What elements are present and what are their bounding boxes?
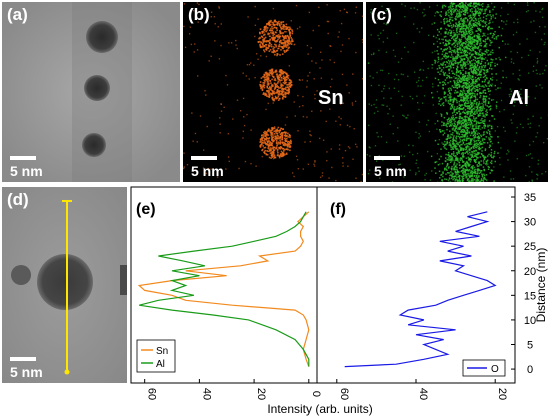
legend-label: Al [156, 359, 165, 370]
x-tick-label: 20 [496, 388, 508, 400]
x-tick-label: 0 [310, 391, 322, 397]
x-tick-label: 40 [417, 388, 429, 400]
scale-bar-label: 5 nm [10, 163, 43, 179]
y-tick-label: 15 [524, 290, 536, 302]
scale-bar [374, 156, 400, 160]
panel-label-c: (c) [371, 5, 392, 24]
panel-label-d: (d) [7, 190, 29, 209]
panel-d-tem-linescan: (d) 5 nm [2, 187, 127, 383]
scale-bar [10, 357, 36, 361]
panel-label-f: (f) [330, 201, 346, 218]
y-tick-label: 35 [524, 192, 536, 204]
tem-image-a [2, 2, 180, 182]
y-tick-label: 0 [527, 364, 533, 376]
scale-bar [10, 156, 36, 160]
panel-label-a: (a) [7, 5, 28, 24]
nanoparticle [86, 21, 118, 53]
panel-c-al-map: (c) Al 5 nm [366, 2, 548, 182]
series-line-sn [137, 211, 310, 367]
nanoparticle [84, 75, 110, 101]
series-line-al [139, 211, 310, 367]
panel-label-e: (e) [136, 201, 156, 218]
legend-label: O [491, 364, 499, 375]
legend-label: Sn [156, 346, 168, 357]
panel-label-b: (b) [188, 5, 210, 24]
scale-bar-label: 5 nm [191, 163, 224, 179]
element-label-al: Al [509, 87, 529, 109]
y-tick-label: 10 [524, 315, 536, 327]
nanoparticle [37, 254, 93, 310]
panel-a-tem-image: (a) 5 nm [2, 2, 180, 182]
series-line-o [344, 211, 497, 368]
scale-bar [191, 156, 217, 160]
al-eds-map [366, 2, 548, 182]
x-tick-label: 60 [338, 388, 350, 400]
y-tick-label: 30 [524, 217, 536, 229]
nanoparticle [82, 133, 106, 157]
scale-bar-label: 5 nm [10, 364, 43, 380]
scale-bar-label: 5 nm [374, 163, 407, 179]
x-axis-title: Intensity (arb. units) [267, 402, 372, 416]
nanoparticle [11, 265, 31, 285]
element-label-sn: Sn [318, 87, 344, 109]
x-tick-label: 40 [200, 388, 212, 400]
tem-image-d [2, 187, 127, 383]
y-tick-label: 20 [524, 266, 536, 278]
y-tick-label: 25 [524, 241, 536, 253]
sn-eds-map [183, 2, 363, 182]
y-axis-title: Distance (nm) [534, 248, 548, 323]
x-tick-label: 20 [255, 388, 267, 400]
legend-e [136, 339, 176, 373]
panel-b-sn-map: (b) Sn 5 nm [183, 2, 363, 182]
y-tick-label: 5 [527, 340, 533, 352]
x-tick-label: 60 [146, 388, 158, 400]
chart-f-frame [316, 186, 516, 384]
